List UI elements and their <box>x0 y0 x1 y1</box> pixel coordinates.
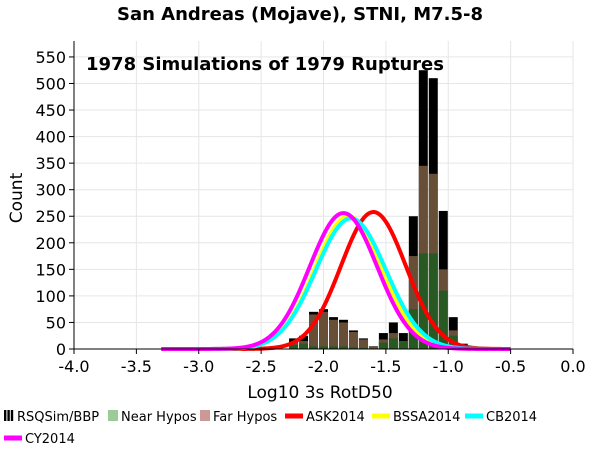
axes: 0 50 100 150 200 250 300 350 400 450 500 550 -4.0 -3.… <box>35 41 586 376</box>
histogram-bar-near <box>348 347 358 349</box>
histogram-bar-near <box>438 290 448 349</box>
y-axis-label: Count <box>7 172 27 223</box>
legend-label: Near Hypos <box>121 410 197 425</box>
y-tick-label: 350 <box>35 154 66 173</box>
legend-swatch <box>4 410 7 421</box>
legend-swatch <box>200 410 210 421</box>
legend-swatch <box>7 410 10 421</box>
y-tick-label: 500 <box>35 74 66 93</box>
histogram-bar-near <box>418 253 428 349</box>
histogram-bar-near <box>378 342 388 349</box>
x-tick-label: 0.0 <box>560 357 585 376</box>
x-tick-label: -3.0 <box>183 357 214 376</box>
y-tick-label: 400 <box>35 128 66 147</box>
legend-label: CY2014 <box>25 432 75 447</box>
histogram-bar-near <box>328 346 338 349</box>
legend-label: BSSA2014 <box>393 410 460 425</box>
x-tick-label: -2.0 <box>308 357 339 376</box>
legend-label: ASK2014 <box>306 410 365 425</box>
x-axis-label: Log10 3s RotD50 <box>247 383 392 403</box>
x-tick-label: -0.5 <box>495 357 526 376</box>
histogram-bar-near <box>299 343 309 349</box>
legend-item: Near Hypos <box>108 410 197 425</box>
legend-item: BSSA2014 <box>372 410 460 425</box>
histogram-bar-far <box>358 339 368 349</box>
histogram-bar-far <box>408 256 418 349</box>
histogram-bar-far <box>368 346 378 349</box>
histogram-bar-far <box>319 311 328 349</box>
x-tick-label: -1.5 <box>370 357 401 376</box>
legend-swatch <box>10 410 14 421</box>
legend-swatch <box>108 410 118 421</box>
chart-title: San Andreas (Mojave), STNI, M7.5-8 <box>117 4 483 25</box>
legend-item: CB2014 <box>465 410 537 425</box>
histogram-bars <box>289 70 468 349</box>
legend-label: Far Hypos <box>213 410 277 425</box>
histogram-bar-near <box>319 346 328 349</box>
y-tick-label: 300 <box>35 181 66 200</box>
histogram-bar-far <box>309 314 319 349</box>
legend-label: CB2014 <box>486 410 537 425</box>
histogram-bar-near <box>428 253 438 349</box>
legend-item: Far Hypos <box>200 410 277 425</box>
histogram-bar-near <box>398 341 408 349</box>
histogram-bar-near <box>338 346 348 349</box>
y-tick-label: 250 <box>35 207 66 226</box>
y-tick-label: 150 <box>35 260 66 279</box>
y-tick-label: 0 <box>56 340 66 359</box>
histogram-bar-far <box>338 322 348 349</box>
histogram-bar-far <box>348 332 358 349</box>
y-tick-label: 450 <box>35 101 66 120</box>
x-tick-label: -1.0 <box>433 357 464 376</box>
legend-item: CY2014 <box>4 432 75 447</box>
histogram-bar-far <box>328 319 338 349</box>
legend-item: RSQSim/BBP <box>4 410 99 425</box>
histogram-bar-near <box>388 338 398 349</box>
chart-annotation: 1978 Simulations of 1979 Ruptures <box>86 54 444 75</box>
y-tick-label: 550 <box>35 48 66 67</box>
x-tick-label: -2.5 <box>246 357 277 376</box>
x-tick-label: -3.5 <box>121 357 152 376</box>
y-tick-label: 200 <box>35 234 66 253</box>
y-tick-label: 50 <box>46 313 66 332</box>
x-tick-label: -4.0 <box>58 357 89 376</box>
histogram-bar-near <box>309 346 319 349</box>
legend-item: ASK2014 <box>285 410 365 425</box>
legend-label: RSQSim/BBP <box>17 410 99 425</box>
histogram-bar-near <box>358 347 368 349</box>
histogram-bar-near <box>289 344 299 349</box>
y-tick-label: 100 <box>35 287 66 306</box>
legend: RSQSim/BBP Near Hypos Far Hypos ASK2014 BSSA… <box>4 410 537 447</box>
